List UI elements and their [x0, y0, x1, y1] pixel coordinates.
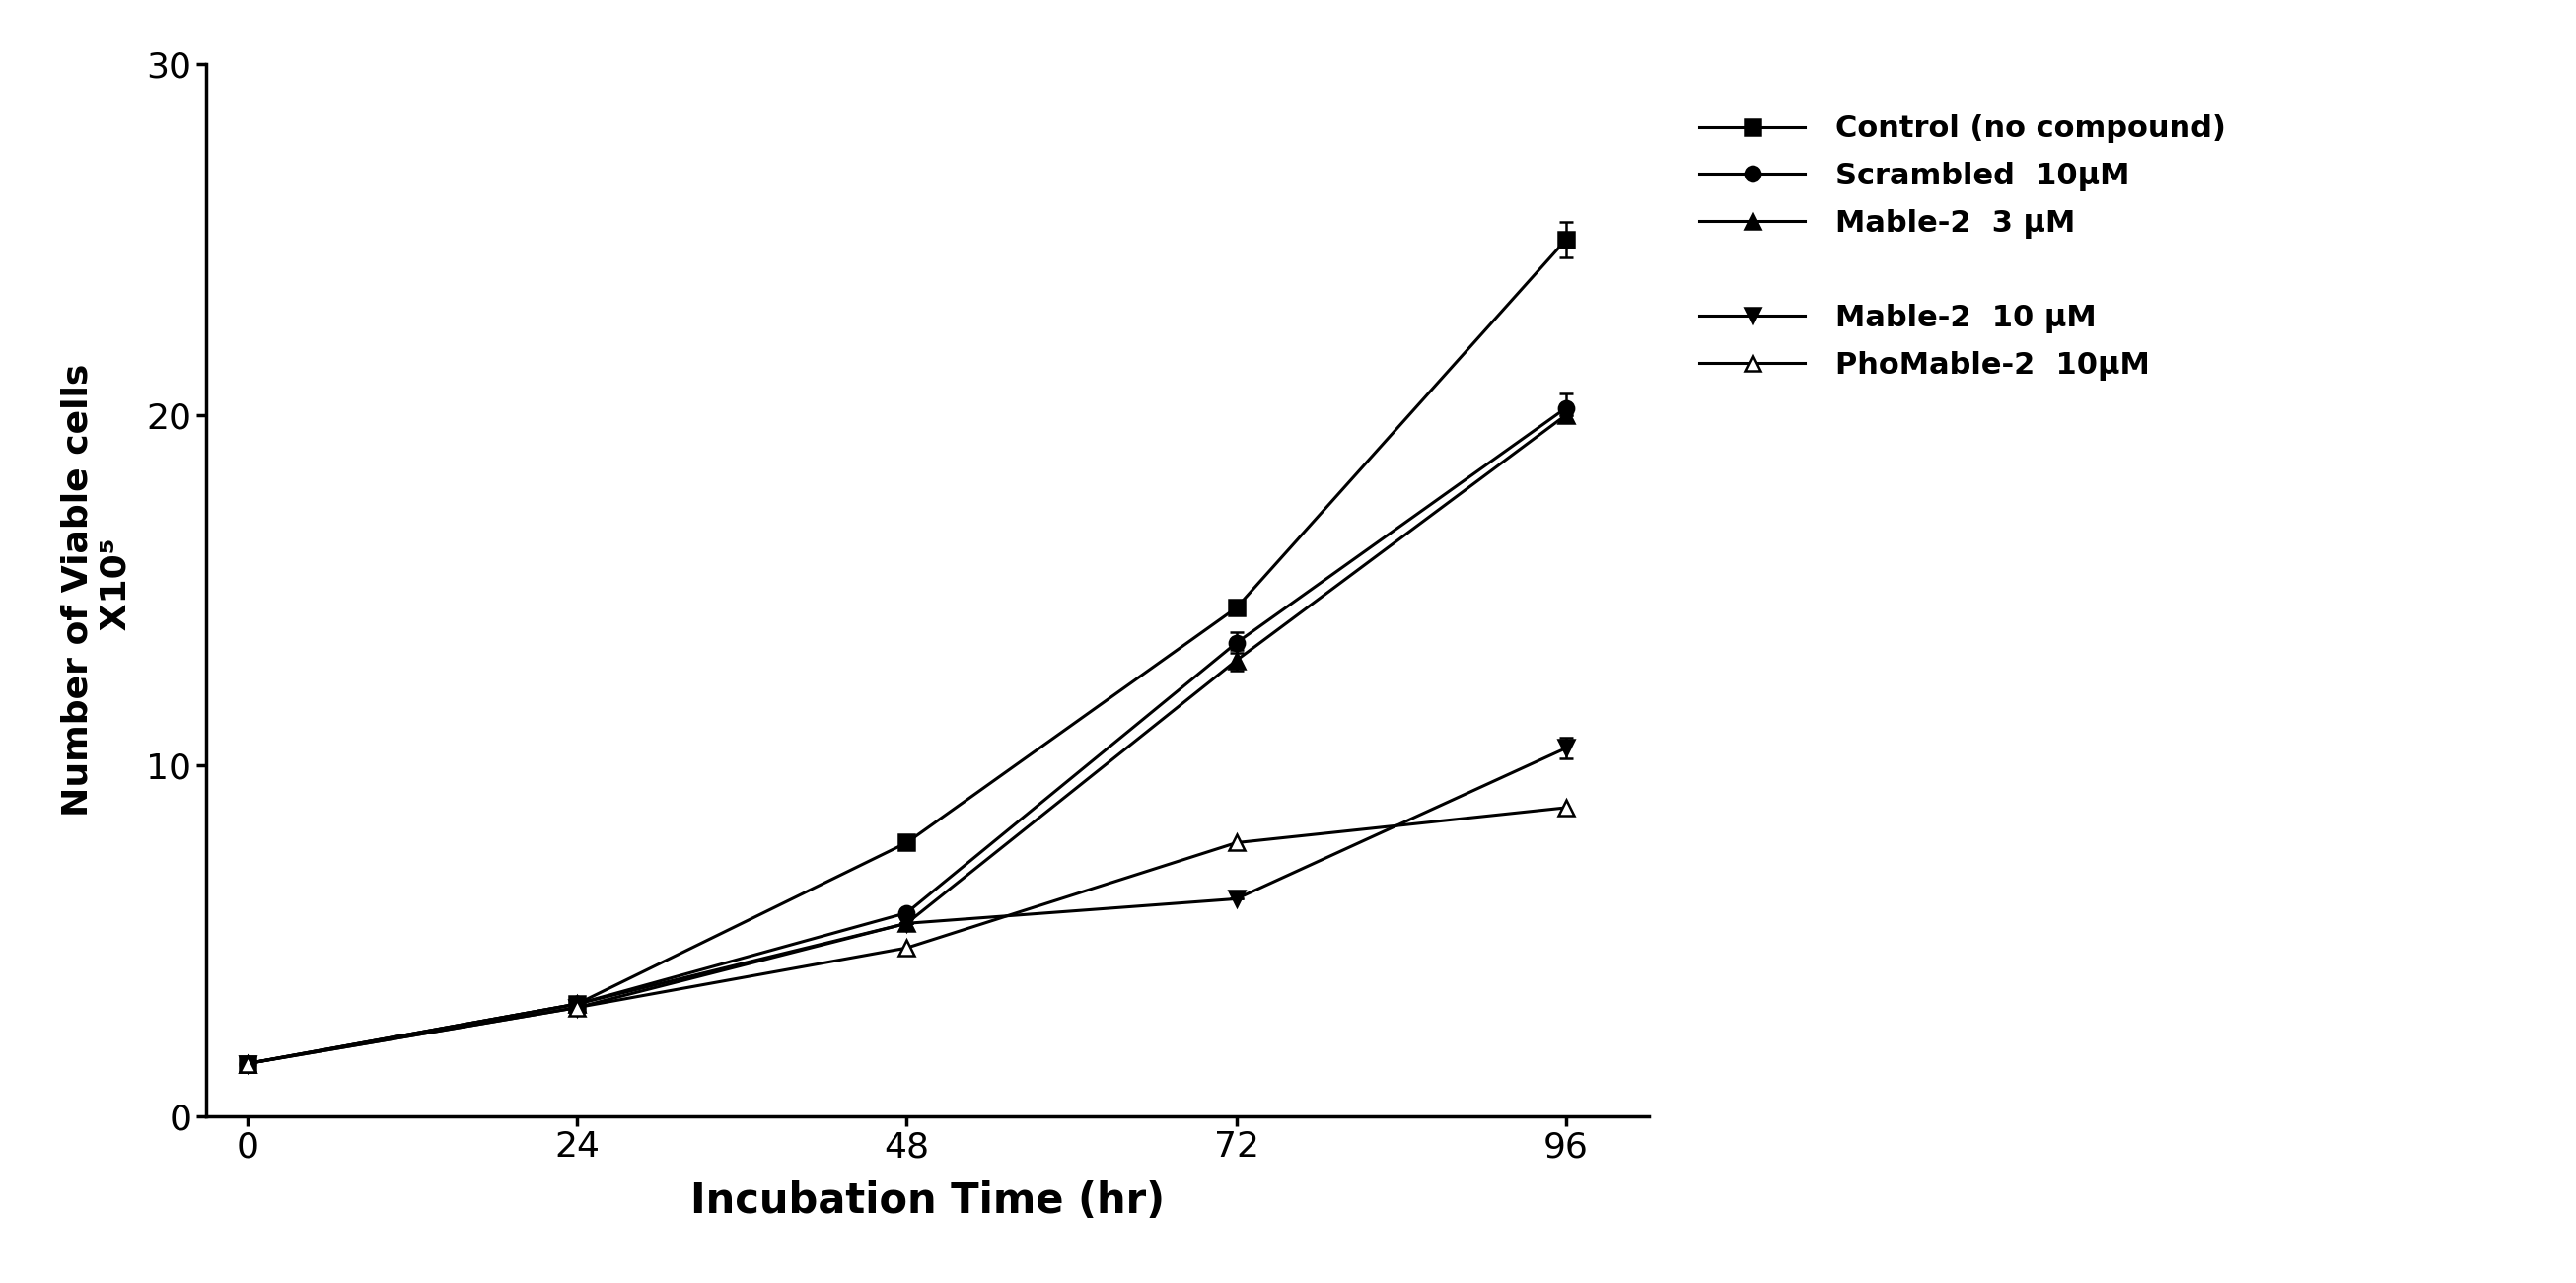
Y-axis label: Number of Viable cells
 X10⁵: Number of Viable cells X10⁵: [59, 363, 131, 817]
X-axis label: Incubation Time (hr): Incubation Time (hr): [690, 1180, 1164, 1221]
Legend: Control (no compound), Scrambled  10μM, Mable-2  3 μM, , Mable-2  10 μM, PhoMabl: Control (no compound), Scrambled 10μM, M…: [1687, 103, 2239, 393]
